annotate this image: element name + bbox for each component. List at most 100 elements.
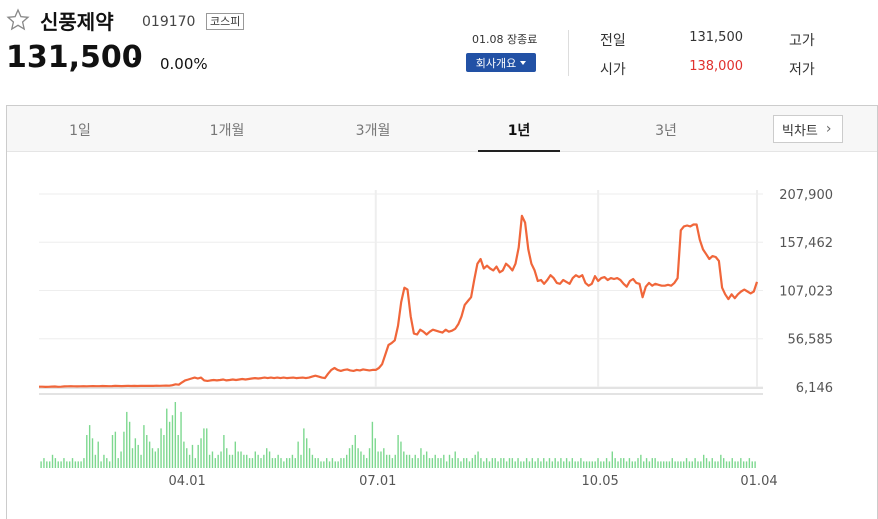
volume-bar bbox=[180, 411, 182, 468]
volume-bar bbox=[754, 461, 756, 468]
volume-bar bbox=[163, 435, 165, 468]
current-price: 131,500 bbox=[6, 40, 143, 75]
volume-bar bbox=[637, 458, 639, 468]
tab-1month[interactable]: 1개월 bbox=[209, 123, 245, 139]
volume-bar bbox=[208, 454, 211, 468]
divider bbox=[568, 30, 569, 76]
high-label: 고가 bbox=[789, 33, 815, 49]
volume-bar bbox=[363, 454, 365, 468]
volume-bar bbox=[477, 451, 479, 468]
open-value: 138,000 bbox=[689, 59, 743, 74]
volume-bar bbox=[297, 441, 299, 468]
price-chart: 207,900 157,462 107,023 56,585 6,146 04.01 07.… bbox=[39, 188, 834, 489]
volume-bar bbox=[368, 448, 371, 468]
volume-bar bbox=[83, 458, 85, 468]
stock-name[interactable]: 신풍제약 bbox=[40, 10, 114, 34]
volume-bar bbox=[517, 458, 519, 468]
volume-bar bbox=[308, 448, 311, 468]
volume-bar bbox=[197, 444, 199, 468]
volume-bar bbox=[134, 438, 137, 468]
volume-bar bbox=[377, 451, 379, 468]
volume-bar bbox=[480, 458, 482, 468]
volume-bar bbox=[257, 454, 259, 468]
volume-bar bbox=[126, 411, 128, 468]
volume-bar bbox=[683, 461, 685, 468]
volume-bar bbox=[74, 461, 77, 468]
volume-bar bbox=[668, 461, 671, 468]
volume-bar bbox=[588, 461, 591, 468]
volume-bar bbox=[120, 451, 122, 468]
volume-bar bbox=[623, 458, 625, 468]
volume-bar bbox=[611, 451, 613, 468]
volume-bar bbox=[745, 461, 748, 468]
volume-bar bbox=[243, 454, 245, 468]
volume-bar bbox=[380, 451, 382, 468]
volume-bar bbox=[654, 458, 656, 468]
tab-1year[interactable]: 1년 bbox=[507, 123, 531, 139]
volume-bar bbox=[600, 461, 602, 468]
volume-bar bbox=[345, 454, 348, 468]
volume-bar bbox=[217, 454, 219, 468]
volume-bar bbox=[540, 461, 542, 468]
volume-bar bbox=[303, 428, 305, 468]
volume-bar bbox=[365, 458, 368, 468]
volume-bar bbox=[46, 461, 48, 468]
volume-bar bbox=[97, 441, 99, 468]
volume-bar bbox=[537, 458, 539, 468]
volume-bar bbox=[460, 461, 462, 468]
company-overview-button[interactable]: 회사개요 bbox=[466, 53, 536, 72]
volume-bar bbox=[168, 421, 171, 468]
volume-bar bbox=[151, 448, 154, 468]
volume-bar bbox=[557, 461, 559, 468]
volume-bar bbox=[625, 461, 628, 468]
volume-bar bbox=[220, 451, 222, 468]
volume-bar bbox=[291, 454, 294, 468]
volume-bar bbox=[551, 461, 554, 468]
volume-bar bbox=[323, 461, 325, 468]
volume-bar bbox=[514, 461, 516, 468]
big-chart-button[interactable]: 빅차트 › bbox=[773, 115, 843, 143]
volume-bar bbox=[742, 461, 745, 468]
volume-bar bbox=[614, 458, 616, 468]
volume-bar bbox=[708, 461, 711, 468]
y-tick-label: 56,585 bbox=[788, 333, 834, 348]
volume-bar bbox=[574, 461, 576, 468]
y-tick-label: 157,462 bbox=[779, 236, 833, 251]
volume-bar bbox=[631, 461, 633, 468]
volume-bar bbox=[548, 458, 551, 468]
favorite-star-icon[interactable] bbox=[6, 8, 30, 32]
volume-bar bbox=[266, 448, 268, 468]
volume-bar bbox=[237, 451, 239, 468]
volume-bar bbox=[66, 461, 68, 468]
volume-bar bbox=[51, 454, 54, 468]
volume-bar bbox=[497, 461, 499, 468]
tab-3year[interactable]: 3년 bbox=[655, 123, 677, 139]
volume-bar bbox=[60, 461, 62, 468]
volume-bar bbox=[191, 444, 194, 468]
volume-bar bbox=[183, 441, 185, 468]
volume-bar bbox=[148, 441, 151, 468]
tab-3month[interactable]: 3개월 bbox=[355, 123, 391, 139]
volume-bar bbox=[91, 438, 94, 468]
volume-bar bbox=[697, 461, 699, 468]
volume-bar bbox=[48, 461, 51, 468]
volume-bar bbox=[525, 458, 528, 468]
volume-bar bbox=[711, 458, 713, 468]
volume-bar bbox=[371, 421, 374, 468]
prev-close-label: 전일 bbox=[600, 33, 626, 49]
volume-bar bbox=[634, 461, 636, 468]
volume-bar bbox=[340, 458, 342, 468]
volume-bar bbox=[186, 448, 188, 468]
volume-bar bbox=[680, 461, 682, 468]
volume-bar bbox=[674, 461, 676, 468]
volume-bar bbox=[223, 435, 225, 468]
volume-bar bbox=[445, 461, 448, 468]
volume-bar bbox=[314, 458, 316, 468]
x-tick-label: 04.01 bbox=[169, 474, 206, 489]
tab-1day[interactable]: 1일 bbox=[69, 123, 91, 139]
volume-bar bbox=[71, 458, 74, 468]
volume-bar bbox=[143, 425, 145, 468]
volume-bar bbox=[146, 435, 148, 468]
volume-bar bbox=[605, 458, 608, 468]
volume-bar bbox=[100, 461, 102, 468]
